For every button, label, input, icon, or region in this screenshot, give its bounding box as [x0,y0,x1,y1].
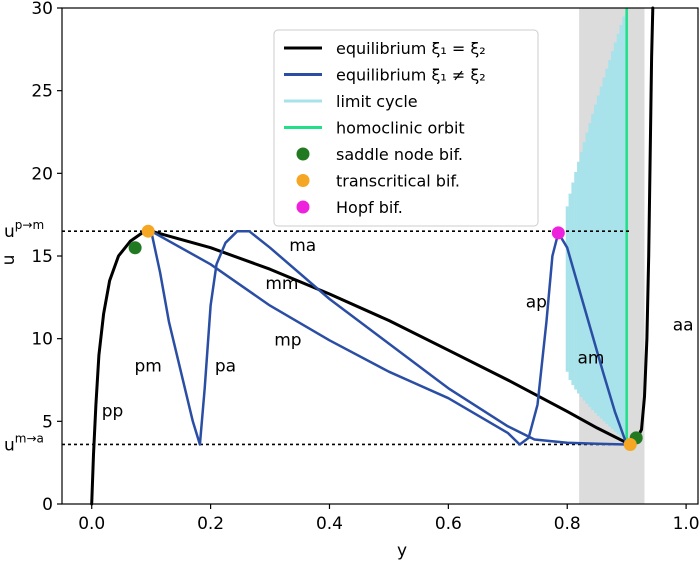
reference-label-superscript: p→m [15,218,44,232]
curve-label-pp: pp [102,401,124,421]
x-tick-label: 0.6 [435,514,462,534]
y-tick-label: 0 [42,495,53,515]
y-tick-label: 5 [42,412,53,432]
legend-label: equilibrium ξ₁ = ξ₂ [336,39,486,58]
legend-label: Hopf bif. [336,198,403,217]
reference-label-superscript: m→a [15,431,44,445]
transcritical-point [141,224,155,238]
curve-annotations-layer: pp pm pa ma mm mp ap am aa [102,236,694,421]
x-tick-label: 0.4 [316,514,343,534]
x-axis-label: y [397,541,407,561]
y-tick-label: 25 [31,82,53,102]
curve-label-mm: mm [265,274,298,294]
x-tick-label: 0.8 [554,514,581,534]
legend-label: saddle node bif. [336,145,463,164]
x-tick-label: 0.0 [78,514,105,534]
reference-label-main: u [4,435,15,455]
Hopf-point [551,226,565,240]
curve-label-ap: ap [526,292,547,312]
reference-line-label: up→m [4,218,44,242]
legend-label: equilibrium ξ₁ ≠ ξ₂ [336,66,486,85]
reference-lines-layer: up→mum→a [4,218,631,455]
y-tick-label: 30 [31,0,53,19]
series-line-asymmetric [149,229,628,446]
curve-label-pm: pm [135,357,162,377]
legend: equilibrium ξ₁ = ξ₂ equilibrium ξ₁ ≠ ξ₂ li… [273,29,539,227]
reference-label-main: u [4,222,15,242]
legend-label: transcritical bif. [336,172,460,191]
curve-label-am: am [578,348,605,368]
legend-box [273,29,539,227]
curve-label-pa: pa [215,357,236,377]
curve-label-ma: ma [289,236,316,256]
y-tick-label: 15 [31,247,53,267]
saddle-node-point [128,241,142,255]
curve-label-mp: mp [274,330,301,350]
x-tick-label: 0.2 [197,514,224,534]
limit-cycle-layer [565,8,629,443]
y-axis-label: u [0,255,19,266]
series-line-symmetric [90,6,655,506]
legend-swatch-marker [296,174,310,187]
curves-layer [90,6,655,506]
legend-label: homoclinic orbit [336,119,465,138]
reference-line-label: um→a [4,431,44,455]
y-tick-label: 20 [31,164,53,184]
y-tick-label: 10 [31,330,53,350]
x-tick-label: 1.0 [673,514,700,534]
series-line-asymmetric [149,229,628,446]
legend-swatch-marker [296,200,310,214]
legend-label: limit cycle [336,92,418,111]
curve-label-aa: aa [673,315,694,335]
legend-swatch-marker [296,147,310,161]
transcritical-point [623,437,637,451]
bifurcation-points-layer [128,224,643,451]
